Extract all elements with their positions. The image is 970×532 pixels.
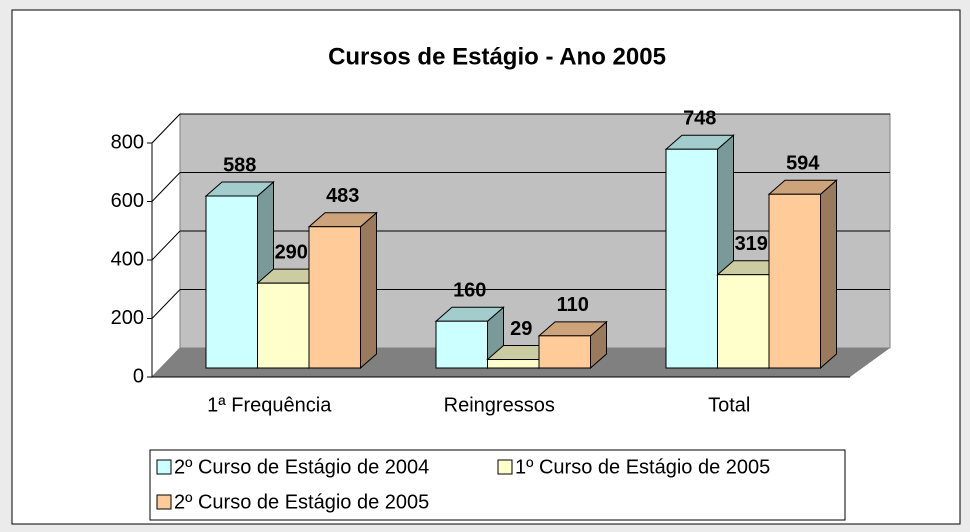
value-label: 588	[223, 154, 256, 176]
value-label: 319	[735, 233, 768, 255]
y-tick-label: 400	[111, 248, 144, 270]
grid-line	[151, 289, 181, 319]
legend-label: 1º Curso de Estágio de 2005	[515, 456, 770, 478]
legend-label: 2º Curso de Estágio de 2005	[174, 491, 429, 513]
legend-swatch	[156, 494, 172, 510]
x-tick-label: Total	[708, 394, 750, 416]
x-tick-label: Reingressos	[444, 394, 555, 416]
x-tick-label: 1ª Frequência	[207, 394, 332, 416]
y-tick-label: 0	[133, 365, 144, 387]
bar	[257, 282, 310, 369]
value-label: 290	[275, 241, 308, 263]
bar	[487, 359, 540, 369]
legend-swatch	[497, 459, 513, 475]
value-label: 748	[683, 107, 716, 129]
bar	[717, 274, 770, 369]
bar	[538, 335, 591, 369]
value-label: 110	[557, 294, 589, 316]
value-label: 594	[786, 153, 820, 175]
bar	[205, 195, 258, 369]
grid-line	[151, 113, 181, 144]
y-tick-label: 200	[111, 307, 144, 329]
bar	[768, 193, 821, 369]
bar	[665, 148, 718, 369]
legend-label: 2º Curso de Estágio de 2004	[174, 456, 429, 478]
value-label: 160	[453, 279, 486, 301]
legend-swatch	[156, 459, 172, 475]
chart-title: Cursos de Estágio - Ano 2005	[328, 43, 666, 70]
y-tick-label: 600	[111, 190, 144, 212]
y-tick-label: 800	[111, 131, 144, 153]
bar-side	[820, 179, 837, 370]
grid-line	[151, 172, 181, 202]
value-label: 483	[326, 185, 359, 207]
grid-line	[151, 230, 181, 261]
value-label: 29	[510, 318, 532, 340]
bar	[308, 226, 361, 369]
bar	[435, 320, 488, 369]
bar-side	[360, 211, 377, 370]
